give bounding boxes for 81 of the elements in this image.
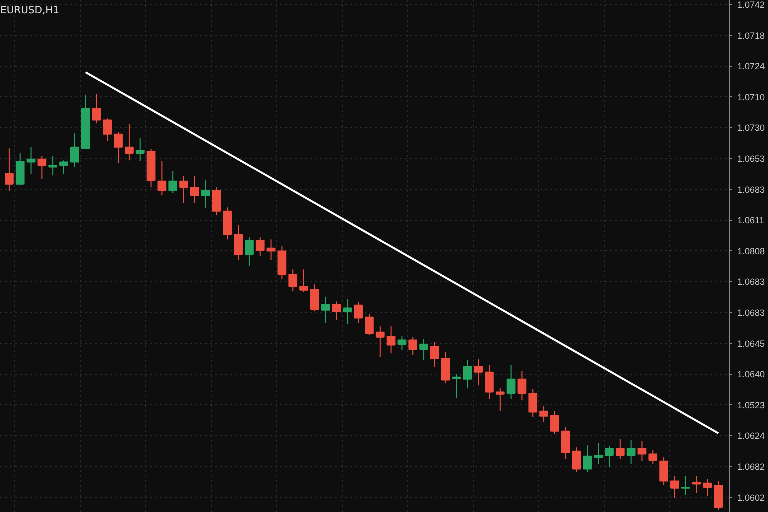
candlestick [420,338,428,361]
candlestick [288,269,298,292]
text: 1.0653 [738,154,766,164]
text: 1.0640 [738,370,766,380]
candlestick [670,476,680,499]
candlestick [430,342,440,368]
candlestick [245,237,254,267]
candlestick [234,225,243,261]
text: 1.0602 [738,492,766,503]
candlestick [38,156,47,180]
candlestick [398,336,407,351]
candlestick [190,176,200,204]
candlestick [365,314,374,336]
candlestick [212,187,222,216]
candlestick [256,237,265,257]
candlestick [518,371,527,402]
candlestick [550,410,560,435]
candlestick [103,118,112,142]
candlestick [70,133,80,168]
candlestick [572,447,582,474]
candlestick [703,478,712,497]
candlestick [648,450,658,465]
candlestick [354,302,363,324]
candlestick [540,406,548,423]
candlestick [60,160,68,175]
candlestick [158,160,167,196]
text: 1.0808 [738,246,766,256]
candlestick [474,358,483,386]
candlestick [376,326,385,358]
candlestick [16,153,25,186]
candlestick [528,388,538,418]
candlestick [180,176,188,204]
candlestick [343,299,352,326]
text: 1.0683 [738,184,766,195]
candlestick [223,207,232,240]
candlestick [616,438,625,460]
candlestick [463,360,472,390]
candlestick [681,476,690,496]
text: 1.0682 [738,462,766,472]
candlestick [48,156,58,176]
candlestick [300,269,308,293]
candlestick [266,239,276,261]
text: 1.0730 [738,123,766,134]
candlestick [638,440,647,462]
text: EURUSD,H1 [0,6,60,16]
text: 1.0523 [738,400,766,410]
candlestick [496,388,505,412]
candlestick [583,445,592,474]
text: 1.0718 [738,30,766,41]
text: 1.0742 [738,0,766,10]
candlestick [605,446,614,468]
candlestick [321,296,330,324]
candlestick [26,146,36,175]
candlestick [506,364,516,400]
candlestick [594,442,604,465]
text: 1.0710 [738,92,766,102]
candlestick [561,426,570,460]
text: 1.0683 [738,308,766,318]
candlestick [168,170,178,194]
candlestick [441,352,450,384]
text: 1.0624 [738,431,766,442]
candlestick [408,336,418,356]
candlestick [485,364,494,400]
candlestick [92,94,102,124]
text: 1.0724 [738,62,766,72]
candlestick [310,284,320,312]
candlestick [714,480,724,511]
candlestick [136,138,145,162]
candlestick [660,457,668,486]
candlestick [386,326,396,354]
text: 1.0645 [738,338,766,349]
candlestick [125,124,134,162]
text: 1.0683 [738,277,766,288]
candlestick [626,440,636,465]
candlestick [114,132,123,164]
candlestick [332,301,342,321]
candlestick [5,148,14,192]
candlestick [201,180,210,209]
candlestick [692,476,702,494]
candlestick [278,246,287,280]
text: 1.0611 [738,216,764,226]
